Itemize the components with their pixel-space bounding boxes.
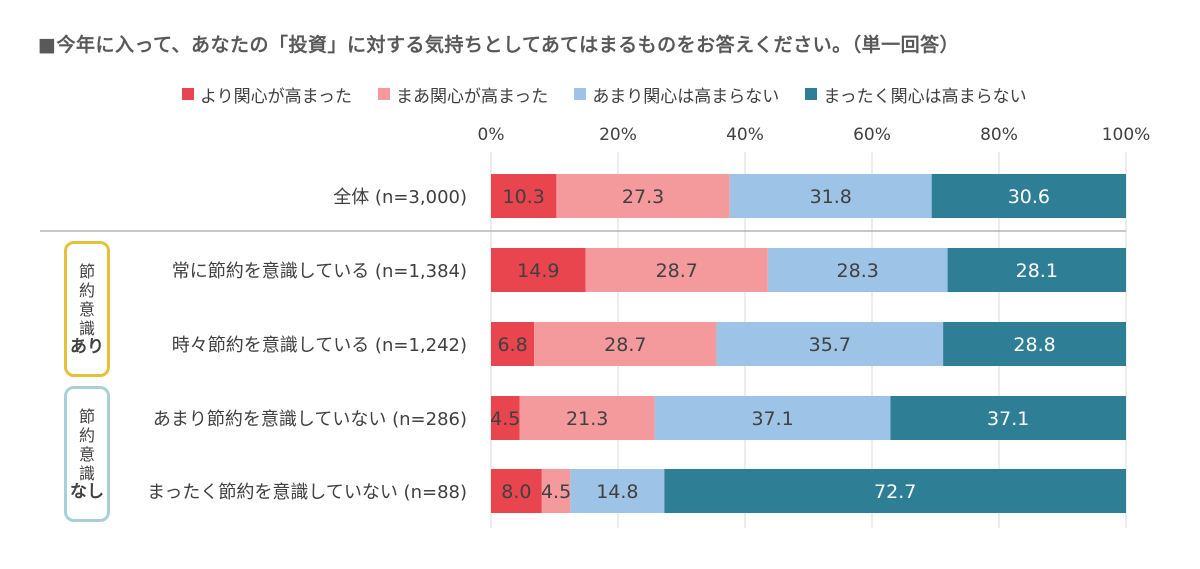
x-tick-label: 60%	[853, 125, 891, 145]
legend: より関心が高まった まあ関心が高まった あまり関心は高まらない まったく関心は高まらな…	[182, 83, 1027, 107]
data-label: 14.9	[517, 260, 559, 282]
data-label: 35.7	[809, 334, 851, 356]
category-label: 時々節約を意識している (n=1,242)	[172, 335, 467, 356]
legend-label: まったく関心は高まらない	[823, 86, 1027, 107]
bar-segment	[664, 469, 1126, 513]
data-label: 28.7	[656, 260, 698, 282]
x-tick-label: 100%	[1102, 125, 1151, 145]
bar-segment	[716, 322, 944, 366]
legend-swatch	[574, 88, 587, 100]
bar-segment	[491, 469, 542, 513]
bar-segment	[570, 469, 665, 513]
group-label-not-saving-aware: 節約意識なし	[64, 386, 110, 522]
legend-label: あまり関心は高まらない	[592, 86, 780, 107]
data-label: 4.5	[541, 481, 571, 503]
data-label: 31.8	[810, 186, 852, 208]
category-label: 全体 (n=3,000)	[333, 187, 467, 208]
x-tick-label: 80%	[980, 125, 1018, 145]
bar-segment	[491, 322, 535, 366]
bar-segment	[931, 174, 1126, 218]
data-label: 21.3	[566, 408, 608, 430]
group-label-emphasis: なし	[70, 481, 104, 502]
group-label-char: 識	[78, 318, 95, 338]
bar-segment	[491, 396, 520, 440]
bar-segment	[541, 469, 571, 513]
bar-segment	[585, 248, 768, 292]
data-label: 28.8	[1013, 334, 1055, 356]
data-label: 6.8	[497, 334, 527, 356]
group-label-char: 約	[78, 425, 95, 445]
data-label: 28.7	[604, 334, 646, 356]
data-label: 10.3	[503, 186, 545, 208]
group-label-char: 識	[78, 463, 95, 483]
data-label: 14.8	[596, 481, 638, 503]
bar-segment	[767, 248, 948, 292]
legend-item: あまり関心は高まらない	[574, 83, 780, 107]
data-label: 28.1	[1016, 260, 1058, 282]
bar-segment	[519, 396, 655, 440]
category-label: あまり節約を意識していない (n=286)	[153, 409, 467, 430]
legend-item: まあ関心が高まった	[377, 83, 549, 107]
legend-swatch	[182, 88, 194, 100]
data-label: 37.1	[751, 408, 793, 430]
group-label-char: 節	[78, 261, 95, 281]
category-label: 常に節約を意識している (n=1,384)	[172, 261, 467, 282]
data-label: 37.1	[987, 408, 1029, 430]
legend-item: まったく関心は高まらない	[805, 83, 1027, 107]
bar-segment	[491, 174, 557, 218]
group-label-saving-aware: 節約意識あり	[64, 241, 110, 377]
data-label: 72.7	[874, 481, 916, 503]
bar-segment	[943, 322, 1126, 366]
data-label: 27.3	[622, 186, 664, 208]
legend-item: より関心が高まった	[182, 83, 352, 107]
category-label: まったく節約を意識していない (n=88)	[147, 482, 467, 503]
bar-segment	[491, 248, 586, 292]
bar-segment	[556, 174, 730, 218]
group-label-char: 約	[78, 280, 95, 300]
bar-segment	[947, 248, 1126, 292]
legend-swatch	[377, 88, 390, 100]
data-label: 8.0	[501, 481, 531, 503]
data-label: 28.3	[837, 260, 879, 282]
bar-segment	[534, 322, 717, 366]
bar-segment	[890, 396, 1126, 440]
group-label-char: 意	[78, 299, 95, 319]
x-tick-label: 20%	[599, 125, 637, 145]
group-label-emphasis: あり	[70, 336, 104, 357]
group-label-char: 意	[78, 444, 95, 464]
bar-segment	[729, 174, 932, 218]
legend-label: より関心が高まった	[200, 86, 352, 107]
bar-segment	[654, 396, 891, 440]
x-tick-label: 0%	[478, 125, 505, 145]
data-label: 4.5	[490, 408, 520, 430]
legend-label: まあ関心が高まった	[395, 86, 549, 107]
data-label: 30.6	[1008, 186, 1050, 208]
x-tick-label: 40%	[726, 125, 764, 145]
legend-swatch	[805, 88, 818, 100]
group-label-char: 節	[78, 406, 95, 426]
chart-title: ■今年に入って、あなたの「投資」に対する気持ちとしてあてはまるものをお答えくださ…	[38, 34, 960, 56]
